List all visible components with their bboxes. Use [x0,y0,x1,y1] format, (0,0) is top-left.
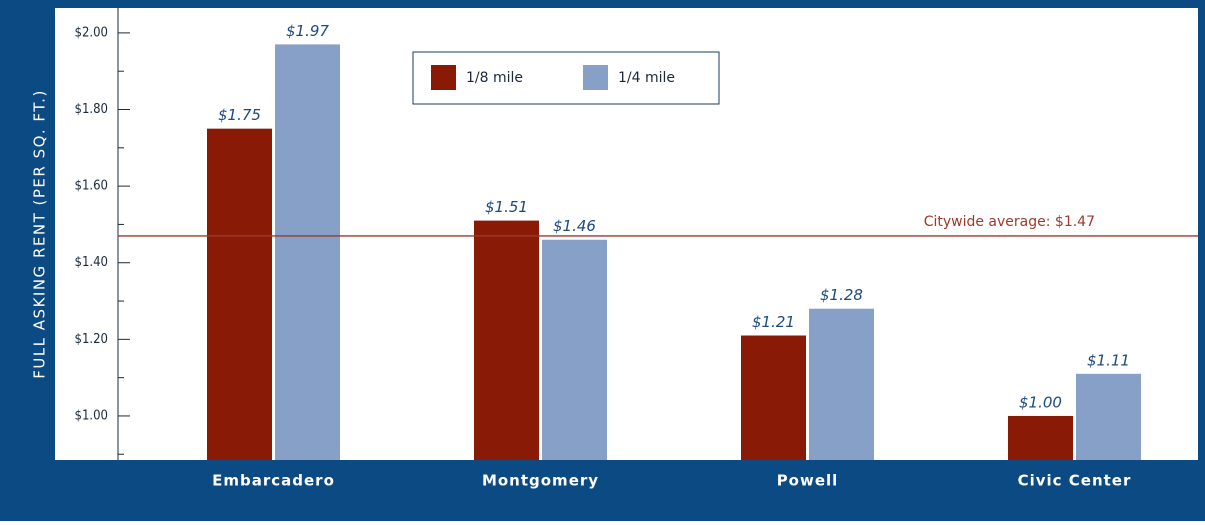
value-label: $1.00 [1019,393,1062,411]
value-label: $1.46 [553,217,596,235]
value-label: $1.21 [752,313,795,331]
bar [207,128,272,460]
legend-label: 1/8 mile [466,70,523,86]
y-tick-label: $1.00 [75,408,108,423]
bar [809,308,874,460]
value-label: $1.75 [218,106,261,124]
bar [1076,373,1141,460]
bar [542,239,607,460]
bar [275,44,340,460]
y-tick-label: $1.60 [75,179,108,194]
y-tick-label: $1.40 [75,255,108,270]
y-tick-label: $2.00 [75,25,108,40]
value-label: $1.51 [485,198,528,216]
x-tick-label: Powell [777,472,839,490]
bar [1008,415,1073,460]
x-tick-label: Embarcadero [212,472,335,490]
bar [741,335,806,460]
y-axis-label: FULL ASKING RENT (PER SQ. FT.) [31,89,49,379]
value-label: $1.11 [1087,351,1130,369]
legend-label: 1/4 mile [618,70,675,86]
legend [412,51,720,105]
value-label: $1.28 [820,286,863,304]
x-tick-label: Civic Center [1018,472,1132,490]
y-tick-label: $1.80 [75,102,108,117]
y-tick-label: $1.20 [75,332,108,347]
legend-swatch [431,65,456,90]
reference-label: Citywide average: $1.47 [924,214,1095,230]
value-label: $1.97 [286,22,329,40]
legend-swatch [583,65,608,90]
x-tick-label: Montgomery [482,472,599,490]
bar [474,220,539,460]
